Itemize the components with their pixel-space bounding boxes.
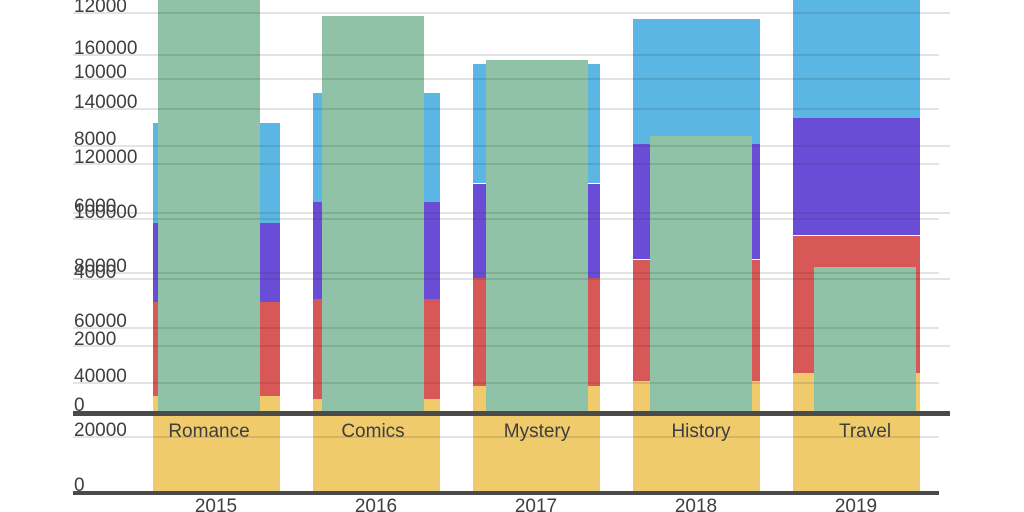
bar-segment-Romance-green-segment[interactable] (158, 0, 260, 412)
bar-segment-2019-purple-segment[interactable] (792, 118, 920, 236)
bar-segment-History-green-segment[interactable] (650, 136, 752, 412)
bar-segment-Travel-green-segment[interactable] (814, 267, 916, 412)
bar-segment-2019-blue-segment[interactable] (792, 0, 920, 119)
bar-segment-Comics-green-segment[interactable] (322, 16, 424, 412)
bar-segment-Mystery-green-segment[interactable] (486, 59, 588, 412)
bar-segment-2018-blue-segment[interactable] (632, 19, 760, 145)
